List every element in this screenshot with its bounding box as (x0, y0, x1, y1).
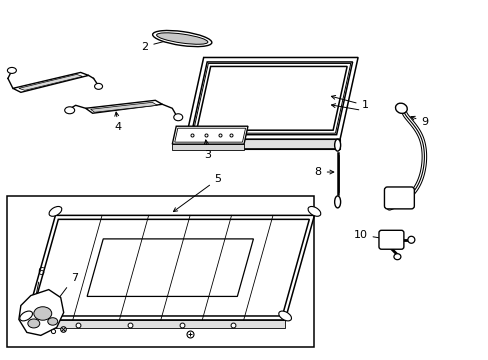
Ellipse shape (64, 107, 75, 114)
Polygon shape (193, 63, 350, 133)
Ellipse shape (49, 207, 61, 216)
Polygon shape (90, 102, 157, 112)
Ellipse shape (278, 311, 291, 321)
FancyBboxPatch shape (384, 187, 413, 209)
FancyBboxPatch shape (378, 230, 403, 249)
Ellipse shape (393, 254, 400, 260)
Text: 8: 8 (314, 167, 333, 177)
Text: 10: 10 (353, 230, 387, 240)
Ellipse shape (94, 84, 102, 89)
Ellipse shape (34, 307, 52, 320)
Polygon shape (19, 75, 82, 90)
Ellipse shape (156, 33, 207, 44)
Ellipse shape (48, 318, 58, 325)
Text: 4: 4 (115, 112, 122, 132)
Ellipse shape (407, 236, 414, 243)
Ellipse shape (307, 207, 320, 216)
Text: 3: 3 (204, 140, 211, 160)
Text: 2: 2 (141, 39, 171, 51)
Polygon shape (185, 139, 340, 149)
Polygon shape (85, 100, 162, 113)
Ellipse shape (395, 103, 407, 113)
Polygon shape (172, 144, 244, 150)
Text: 9: 9 (410, 116, 427, 127)
Polygon shape (87, 239, 253, 296)
Polygon shape (172, 126, 247, 144)
Ellipse shape (152, 31, 211, 46)
Text: 1: 1 (331, 95, 368, 110)
Text: 5: 5 (173, 174, 221, 212)
Bar (7, 196, 313, 347)
Ellipse shape (7, 67, 17, 73)
Text: 7: 7 (48, 273, 78, 312)
Ellipse shape (28, 319, 40, 328)
Text: 6: 6 (32, 267, 44, 308)
Ellipse shape (334, 139, 340, 151)
Ellipse shape (334, 196, 340, 208)
Ellipse shape (173, 114, 183, 121)
Polygon shape (19, 289, 63, 336)
Ellipse shape (20, 311, 32, 321)
Polygon shape (13, 72, 88, 92)
Polygon shape (26, 320, 285, 328)
